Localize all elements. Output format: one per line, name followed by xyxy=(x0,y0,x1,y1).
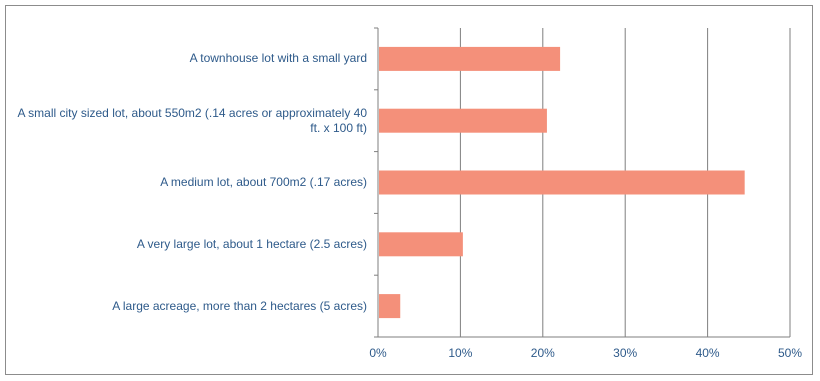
category-label: A large acreage, more than 2 hectares (5… xyxy=(112,298,367,313)
category-label: A townhouse lot with a small yard xyxy=(189,51,367,66)
bar xyxy=(379,232,463,257)
bar xyxy=(379,108,547,133)
x-tick-label: 30% xyxy=(613,346,638,360)
bar xyxy=(379,46,561,71)
x-tick-label: 0% xyxy=(369,346,387,360)
x-tick-label: 40% xyxy=(695,346,720,360)
x-tick-label: 10% xyxy=(448,346,473,360)
category-label: A very large lot, about 1 hectare (2.5 a… xyxy=(136,236,367,251)
bar xyxy=(379,170,745,195)
x-tick-label: 50% xyxy=(777,346,803,360)
bar xyxy=(379,294,401,319)
x-tick-label: 20% xyxy=(530,346,555,360)
category-label: A medium lot, about 700m2 (.17 acres) xyxy=(160,175,367,189)
category-label: A small city sized lot, about 550m2 (.14… xyxy=(17,105,368,135)
